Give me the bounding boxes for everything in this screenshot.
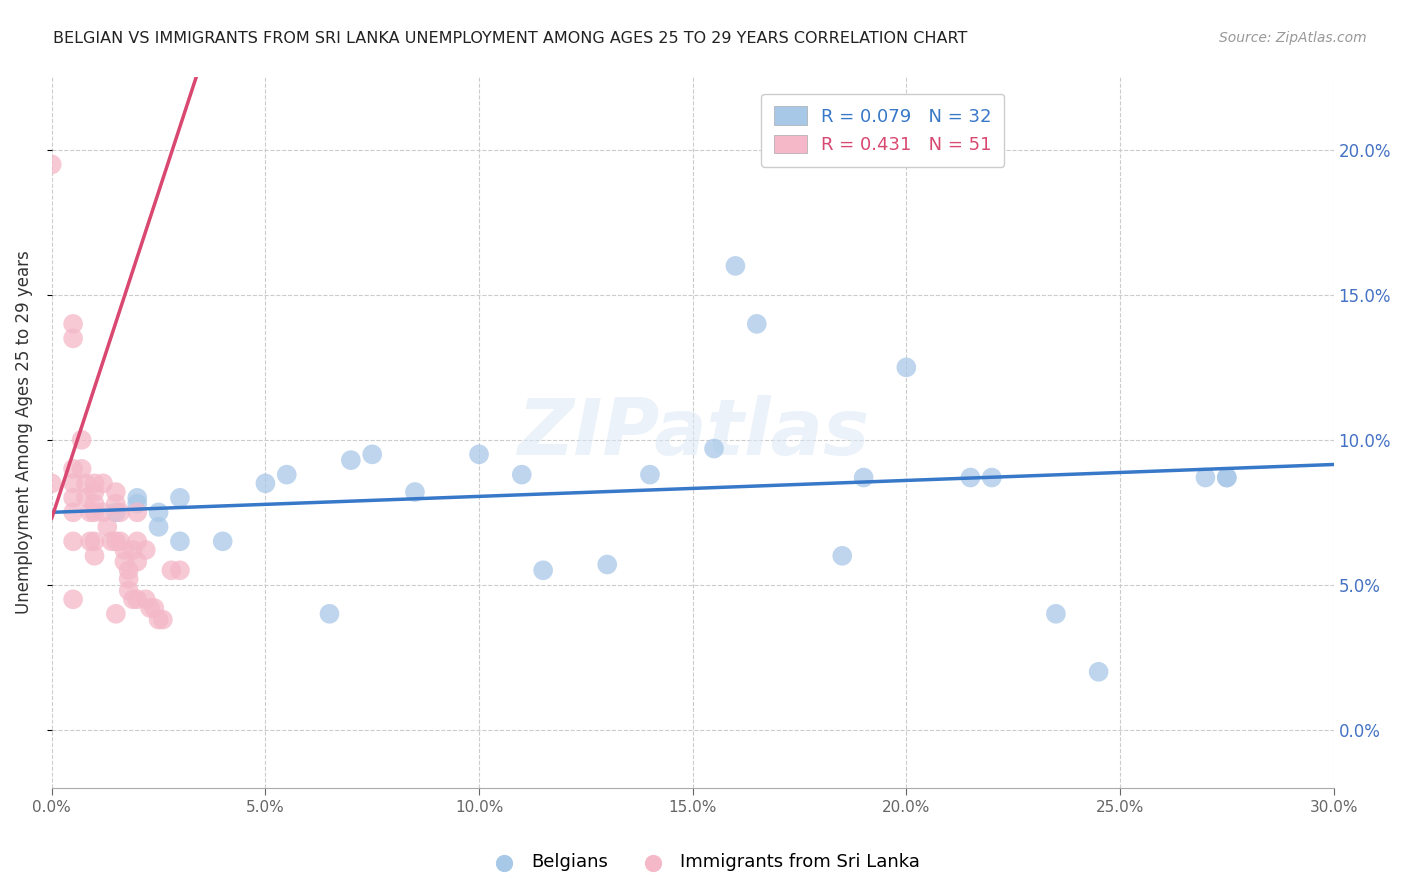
Point <box>112 555 135 569</box>
Point <box>83 476 105 491</box>
Point <box>62 317 84 331</box>
Point <box>75 491 97 505</box>
Point <box>1216 470 1239 484</box>
Point <box>79 505 101 519</box>
Point <box>896 360 918 375</box>
Point <box>211 534 233 549</box>
Point <box>638 467 661 482</box>
Point <box>531 563 554 577</box>
Text: BELGIAN VS IMMIGRANTS FROM SRI LANKA UNEMPLOYMENT AMONG AGES 25 TO 29 YEARS CORR: BELGIAN VS IMMIGRANTS FROM SRI LANKA UNE… <box>53 31 967 46</box>
Point <box>104 505 127 519</box>
Point <box>127 555 149 569</box>
Point <box>254 476 277 491</box>
Point <box>62 331 84 345</box>
Point <box>104 485 127 500</box>
Point <box>41 157 63 171</box>
Point <box>41 476 63 491</box>
Point <box>104 607 127 621</box>
Point <box>361 447 384 461</box>
Point <box>980 470 1002 484</box>
Point <box>91 476 114 491</box>
Point <box>143 601 166 615</box>
Point <box>96 520 118 534</box>
Point <box>148 505 170 519</box>
Text: Source: ZipAtlas.com: Source: ZipAtlas.com <box>1219 31 1367 45</box>
Point <box>831 549 853 563</box>
Point <box>1194 470 1216 484</box>
Point <box>139 601 162 615</box>
Y-axis label: Unemployment Among Ages 25 to 29 years: Unemployment Among Ages 25 to 29 years <box>15 251 32 615</box>
Point <box>83 549 105 563</box>
Point <box>100 534 122 549</box>
Point <box>127 491 149 505</box>
Point <box>79 534 101 549</box>
Point <box>404 485 426 500</box>
Point <box>62 592 84 607</box>
Legend: R = 0.079   N = 32, R = 0.431   N = 51: R = 0.079 N = 32, R = 0.431 N = 51 <box>762 94 1004 167</box>
Point <box>83 497 105 511</box>
Point <box>152 613 174 627</box>
Point <box>340 453 363 467</box>
Point <box>122 543 145 558</box>
Point <box>104 534 127 549</box>
Point <box>127 505 149 519</box>
Point <box>127 592 149 607</box>
Point <box>122 592 145 607</box>
Point <box>83 534 105 549</box>
Point <box>745 317 768 331</box>
Point <box>62 534 84 549</box>
Point <box>468 447 491 461</box>
Point <box>852 470 875 484</box>
Point <box>148 520 170 534</box>
Text: ZIPatlas: ZIPatlas <box>516 394 869 471</box>
Point <box>118 583 141 598</box>
Point <box>160 563 183 577</box>
Point <box>169 534 191 549</box>
Point <box>724 259 747 273</box>
Point <box>1045 607 1067 621</box>
Point <box>108 534 131 549</box>
Point <box>83 485 105 500</box>
Point <box>318 607 340 621</box>
Point <box>1087 665 1109 679</box>
Point <box>83 505 105 519</box>
Point <box>276 467 298 482</box>
Point <box>104 497 127 511</box>
Point <box>127 497 149 511</box>
Point <box>70 433 93 447</box>
Point <box>118 572 141 586</box>
Point <box>91 505 114 519</box>
Point <box>148 613 170 627</box>
Point <box>1216 470 1239 484</box>
Point <box>62 462 84 476</box>
Point <box>62 491 84 505</box>
Point <box>62 476 84 491</box>
Point <box>596 558 619 572</box>
Point <box>135 592 157 607</box>
Point <box>169 491 191 505</box>
Legend: Belgians, Immigrants from Sri Lanka: Belgians, Immigrants from Sri Lanka <box>478 847 928 879</box>
Point <box>510 467 533 482</box>
Point <box>127 534 149 549</box>
Point <box>108 505 131 519</box>
Point <box>959 470 981 484</box>
Point <box>112 543 135 558</box>
Point <box>118 563 141 577</box>
Point <box>62 505 84 519</box>
Point <box>169 563 191 577</box>
Point <box>70 462 93 476</box>
Point <box>135 543 157 558</box>
Point <box>703 442 725 456</box>
Point <box>75 476 97 491</box>
